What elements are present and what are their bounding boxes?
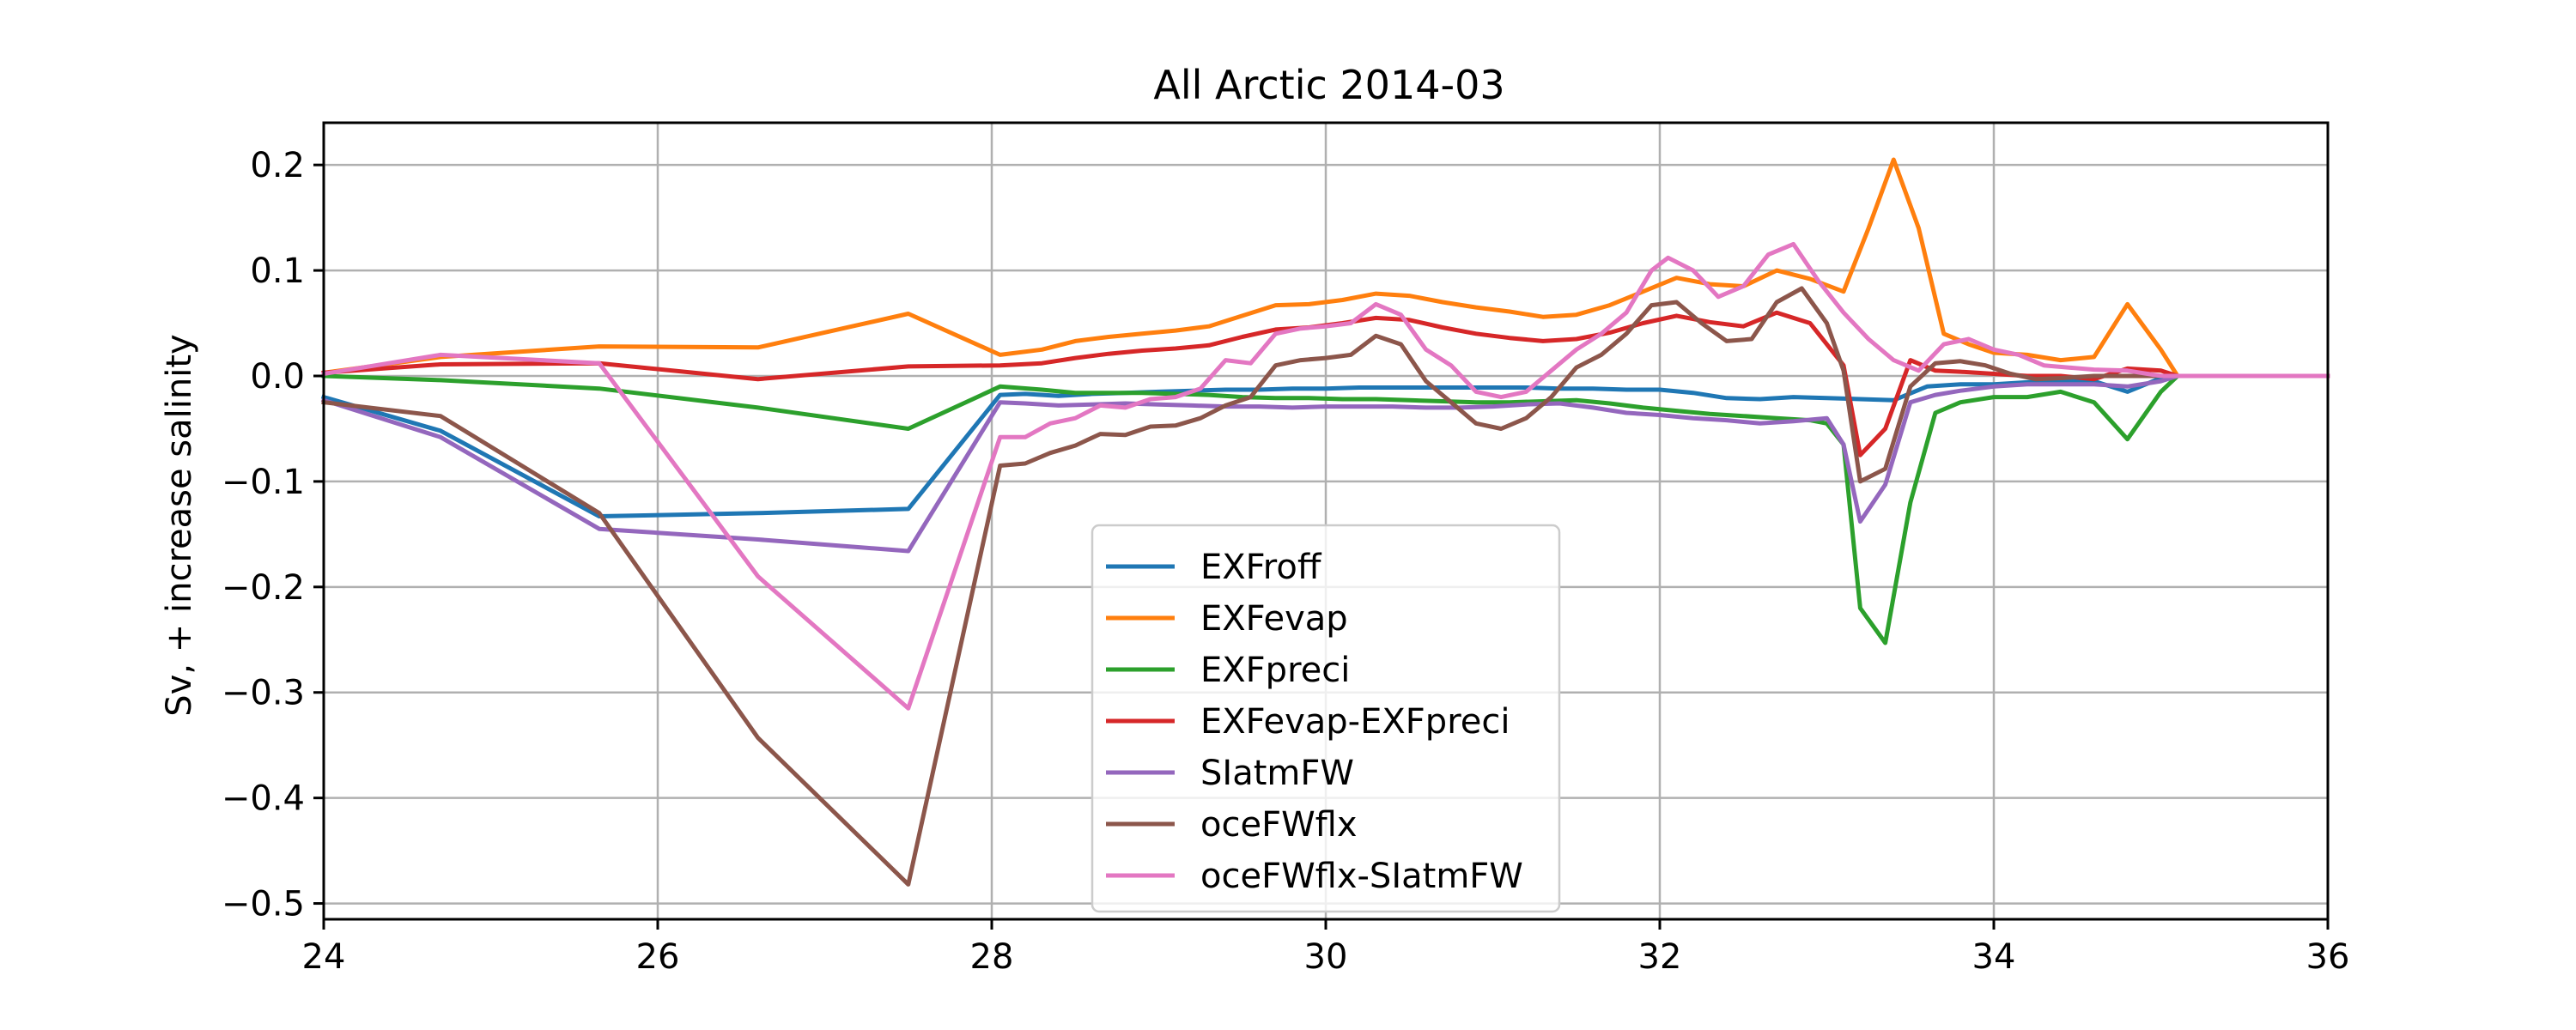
y-tick-label: 0.1 [250, 251, 305, 291]
x-tick-label: 32 [1638, 937, 1682, 977]
series-lines [320, 157, 2330, 887]
legend: EXFroff EXFevap EXFpreci EXFevap-EXFpreci SI… [1091, 524, 1561, 913]
y-tick-label: −0.4 [222, 779, 305, 819]
y-tick-label: −0.2 [222, 568, 305, 608]
x-tick-label: 28 [970, 937, 1014, 977]
y-tick-label: 0.0 [250, 357, 305, 397]
legend-label-exfpreci: EXFpreci [1200, 651, 1350, 690]
legend-label-exfevap: EXFevap [1200, 599, 1348, 639]
series-line-exfpreci [321, 373, 2330, 645]
x-tick-label: 30 [1304, 937, 1348, 977]
series-line-siatmfw [320, 373, 2330, 554]
legend-label-ocefwflx: oceFWflx [1200, 805, 1358, 845]
x-tick-label: 34 [1972, 937, 2016, 977]
legend-label-exfevap-exfpreci: EXFevap-EXFpreci [1200, 702, 1510, 742]
y-tick-label: −0.5 [222, 885, 305, 924]
legend-label-siatmfw: SIatmFW [1200, 754, 1354, 793]
y-tick-label: −0.3 [222, 674, 305, 713]
y-tick-label: −0.1 [222, 463, 305, 502]
x-tick-label: 36 [2306, 937, 2350, 977]
y-axis-label: Sv, + increase salinity [160, 334, 199, 716]
x-tick-label: 24 [302, 937, 346, 977]
series-line-ocefwflx-siatmfw [321, 241, 2330, 711]
legend-label-exfroff: EXFroff [1200, 548, 1322, 587]
axis-ticks: 24 26 28 30 32 34 36 −0.5 −0.4 −0.3 −0.2 −0.1 0.0 0.1… [222, 146, 2350, 977]
chart-title: All Arctic 2014-03 [1153, 62, 1504, 108]
legend-box [1091, 524, 1561, 913]
x-tick-label: 26 [636, 937, 680, 977]
legend-label-ocefwflx-siatmfw: oceFWflx-SIatmFW [1200, 857, 1523, 896]
y-tick-label: 0.2 [250, 146, 305, 185]
series-line-ocefwflx [321, 286, 2330, 887]
